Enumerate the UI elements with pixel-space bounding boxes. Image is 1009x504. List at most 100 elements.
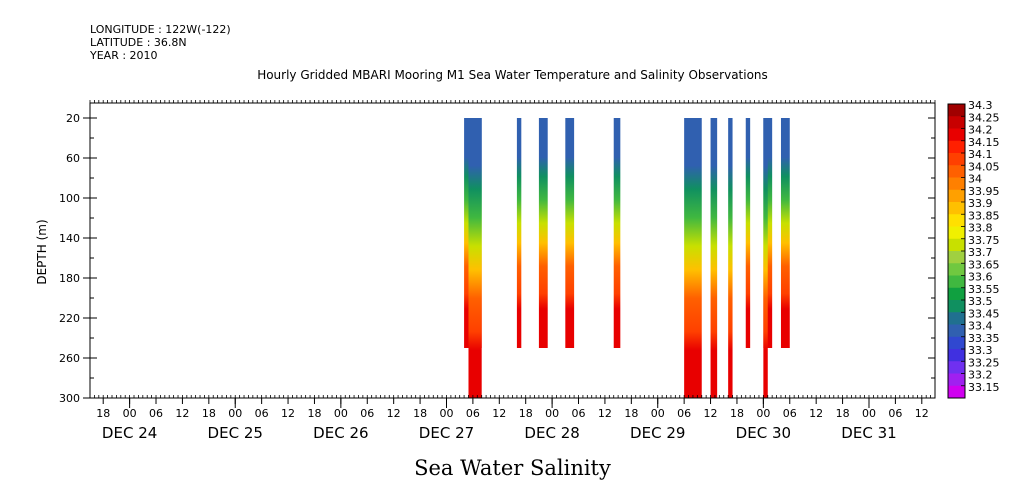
colorbar-swatch — [948, 140, 965, 154]
colorbar-swatch — [948, 165, 965, 178]
x-tick-label: 00 — [228, 407, 242, 420]
colorbar-label: 33.6 — [968, 271, 993, 284]
colorbar-label: 34.3 — [968, 99, 993, 112]
variable-label: Sea Water Salinity — [414, 456, 611, 480]
data-segment — [538, 118, 548, 348]
colorbar-swatch — [948, 104, 965, 117]
colorbar-swatch — [948, 336, 965, 350]
axes: 18 00 06 12 18 00 06 12 18 00 06 12 18 00 06 12 18 00 06 12… — [59, 100, 936, 442]
y-tick-label: 140 — [59, 232, 80, 245]
x-tick-label: 06 — [888, 407, 902, 420]
colorbar-label: 33.25 — [968, 356, 1000, 369]
colorbar-swatch — [948, 361, 965, 374]
colorbar-swatch — [948, 263, 965, 276]
colorbar-swatch — [948, 275, 965, 289]
data-segment — [780, 118, 790, 348]
x-tick-label: 18 — [413, 407, 427, 420]
data-segment — [468, 118, 482, 398]
x-tick-label: 18 — [307, 407, 321, 420]
colorbar-label: 33.95 — [968, 185, 1000, 198]
colorbar-label: 33.15 — [968, 381, 1000, 394]
colorbar-swatch — [948, 324, 965, 338]
colorbar-label: 33.65 — [968, 258, 1000, 271]
x-tick-label: 12 — [598, 407, 612, 420]
x-day-label: DEC 25 — [208, 424, 263, 442]
colorbar-swatch — [948, 214, 965, 227]
data-segment — [763, 118, 768, 398]
colorbar-swatch — [948, 202, 965, 215]
x-tick-label: 18 — [519, 407, 533, 420]
colorbar-swatch — [948, 153, 965, 166]
y-tick-label: 20 — [66, 112, 80, 125]
y-tick-label: 260 — [59, 352, 80, 365]
colorbar-label: 33.75 — [968, 234, 1000, 247]
x-tick-label: 12 — [704, 407, 718, 420]
x-tick-label: 06 — [783, 407, 797, 420]
year-label: YEAR : 2010 — [90, 49, 158, 62]
colorbar-label: 33.55 — [968, 283, 1000, 296]
x-day-label: DEC 29 — [630, 424, 685, 442]
x-tick-label: 00 — [123, 407, 137, 420]
plot-frame — [89, 102, 936, 399]
x-tick-label: 06 — [466, 407, 480, 420]
y-tick-label: 220 — [59, 312, 80, 325]
x-tick-label: 00 — [334, 407, 348, 420]
x-tick-label: 00 — [862, 407, 876, 420]
data-segment — [516, 118, 522, 348]
colorbar-label: 33.4 — [968, 320, 993, 333]
colorbar-swatch — [948, 312, 965, 325]
x-tick-label: 18 — [624, 407, 638, 420]
colorbar-label: 34.1 — [968, 148, 993, 161]
x-tick-label: 12 — [915, 407, 929, 420]
x-tick-label: 12 — [809, 407, 823, 420]
data-segment — [613, 118, 621, 348]
latitude-label: LATITUDE : 36.8N — [90, 36, 187, 49]
x-day-label: DEC 31 — [841, 424, 896, 442]
data-segment — [728, 118, 733, 398]
colorbar-swatch — [948, 226, 965, 240]
x-tick-label: 00 — [439, 407, 453, 420]
colorbar-swatch — [948, 238, 965, 252]
colorbar-swatch — [948, 177, 965, 191]
colorbar-label: 34.25 — [968, 111, 1000, 124]
colorbar-label: 33.8 — [968, 222, 993, 235]
colorbar-swatch — [948, 385, 965, 399]
x-tick-label: 18 — [836, 407, 850, 420]
colorbar-swatch — [948, 189, 965, 203]
colorbar-swatch — [948, 128, 965, 142]
x-tick-label: 12 — [175, 407, 189, 420]
colorbar-label: 33.3 — [968, 344, 993, 357]
data-segment — [684, 118, 702, 398]
colorbar-swatch — [948, 251, 965, 264]
x-tick-label: 18 — [730, 407, 744, 420]
x-tick-label: 06 — [255, 407, 269, 420]
data-segment — [745, 118, 751, 348]
x-tick-label: 06 — [149, 407, 163, 420]
x-tick-label: 12 — [492, 407, 506, 420]
colorbar-swatch — [948, 349, 965, 362]
x-tick-label: 00 — [756, 407, 770, 420]
x-day-label: DEC 27 — [419, 424, 474, 442]
colorbar-label: 33.9 — [968, 197, 993, 210]
x-tick-label: 06 — [677, 407, 691, 420]
data-segment — [710, 118, 718, 398]
x-tick-label: 18 — [96, 407, 110, 420]
x-day-label: DEC 24 — [102, 424, 157, 442]
y-tick-label: 100 — [59, 192, 80, 205]
x-day-label: DEC 28 — [524, 424, 579, 442]
colorbar-label: 33.2 — [968, 369, 993, 382]
colorbar-swatch — [948, 373, 965, 387]
data-segment — [565, 118, 575, 348]
colorbar-swatch — [948, 116, 965, 129]
x-tick-label: 18 — [202, 407, 216, 420]
x-day-label: DEC 26 — [313, 424, 368, 442]
colorbar-label: 34 — [968, 173, 982, 186]
colorbar: 34.334.2534.234.1534.134.053433.9533.933… — [947, 99, 1000, 399]
colorbar-label: 33.7 — [968, 246, 993, 259]
data-cells — [464, 118, 790, 398]
y-tick-label: 300 — [59, 392, 80, 405]
colorbar-label: 34.2 — [968, 124, 993, 137]
colorbar-label: 34.05 — [968, 160, 1000, 173]
x-tick-label: 12 — [281, 407, 295, 420]
